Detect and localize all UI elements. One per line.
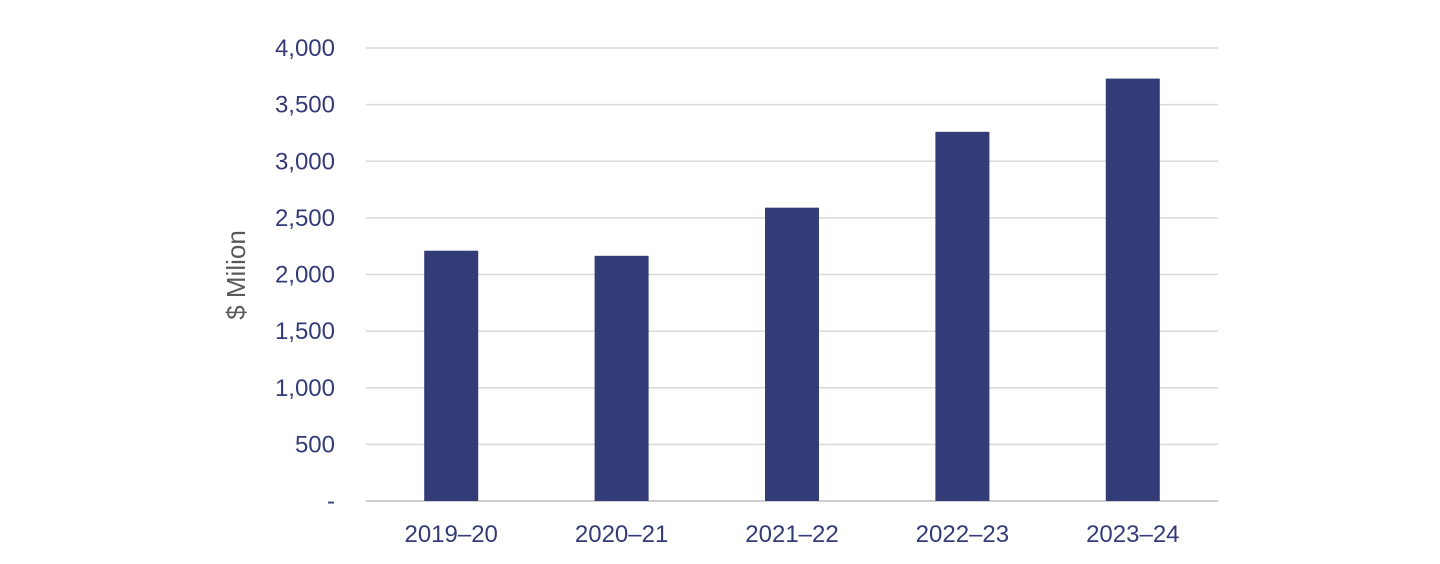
x-tick-label: 2020–21 bbox=[575, 521, 668, 548]
y-tick-label: 2,000 bbox=[275, 262, 335, 289]
x-axis-ticks: 2019–20 2020–21 2021–22 2022–23 2023–24 bbox=[404, 521, 1179, 548]
bar-2023–24 bbox=[1105, 78, 1160, 501]
y-axis-title: $ Milion bbox=[221, 230, 251, 320]
y-tick-label: 500 bbox=[295, 431, 335, 458]
y-tick-label: 3,500 bbox=[275, 92, 335, 119]
y-tick-label: 3,000 bbox=[275, 148, 335, 175]
bar-2019–20 bbox=[424, 250, 479, 501]
bar-2022–23 bbox=[935, 131, 990, 501]
x-tick-label: 2019–20 bbox=[404, 521, 497, 548]
y-tick-label: - bbox=[327, 488, 335, 515]
x-tick-label: 2022–23 bbox=[916, 521, 1009, 548]
bar-2020–21 bbox=[594, 255, 649, 501]
x-tick-label: 2023–24 bbox=[1086, 521, 1179, 548]
y-tick-label: 1,500 bbox=[275, 318, 335, 345]
y-axis-ticks: - 500 1,000 1,500 2,000 2,500 3,000 3,500 4,000 bbox=[275, 35, 335, 515]
x-tick-label: 2021–22 bbox=[745, 521, 838, 548]
y-tick-label: 4,000 bbox=[275, 35, 335, 62]
bars bbox=[424, 78, 1160, 501]
bar-2021–22 bbox=[765, 207, 819, 501]
y-tick-label: 2,500 bbox=[275, 205, 335, 232]
y-tick-label: 1,000 bbox=[275, 375, 335, 402]
